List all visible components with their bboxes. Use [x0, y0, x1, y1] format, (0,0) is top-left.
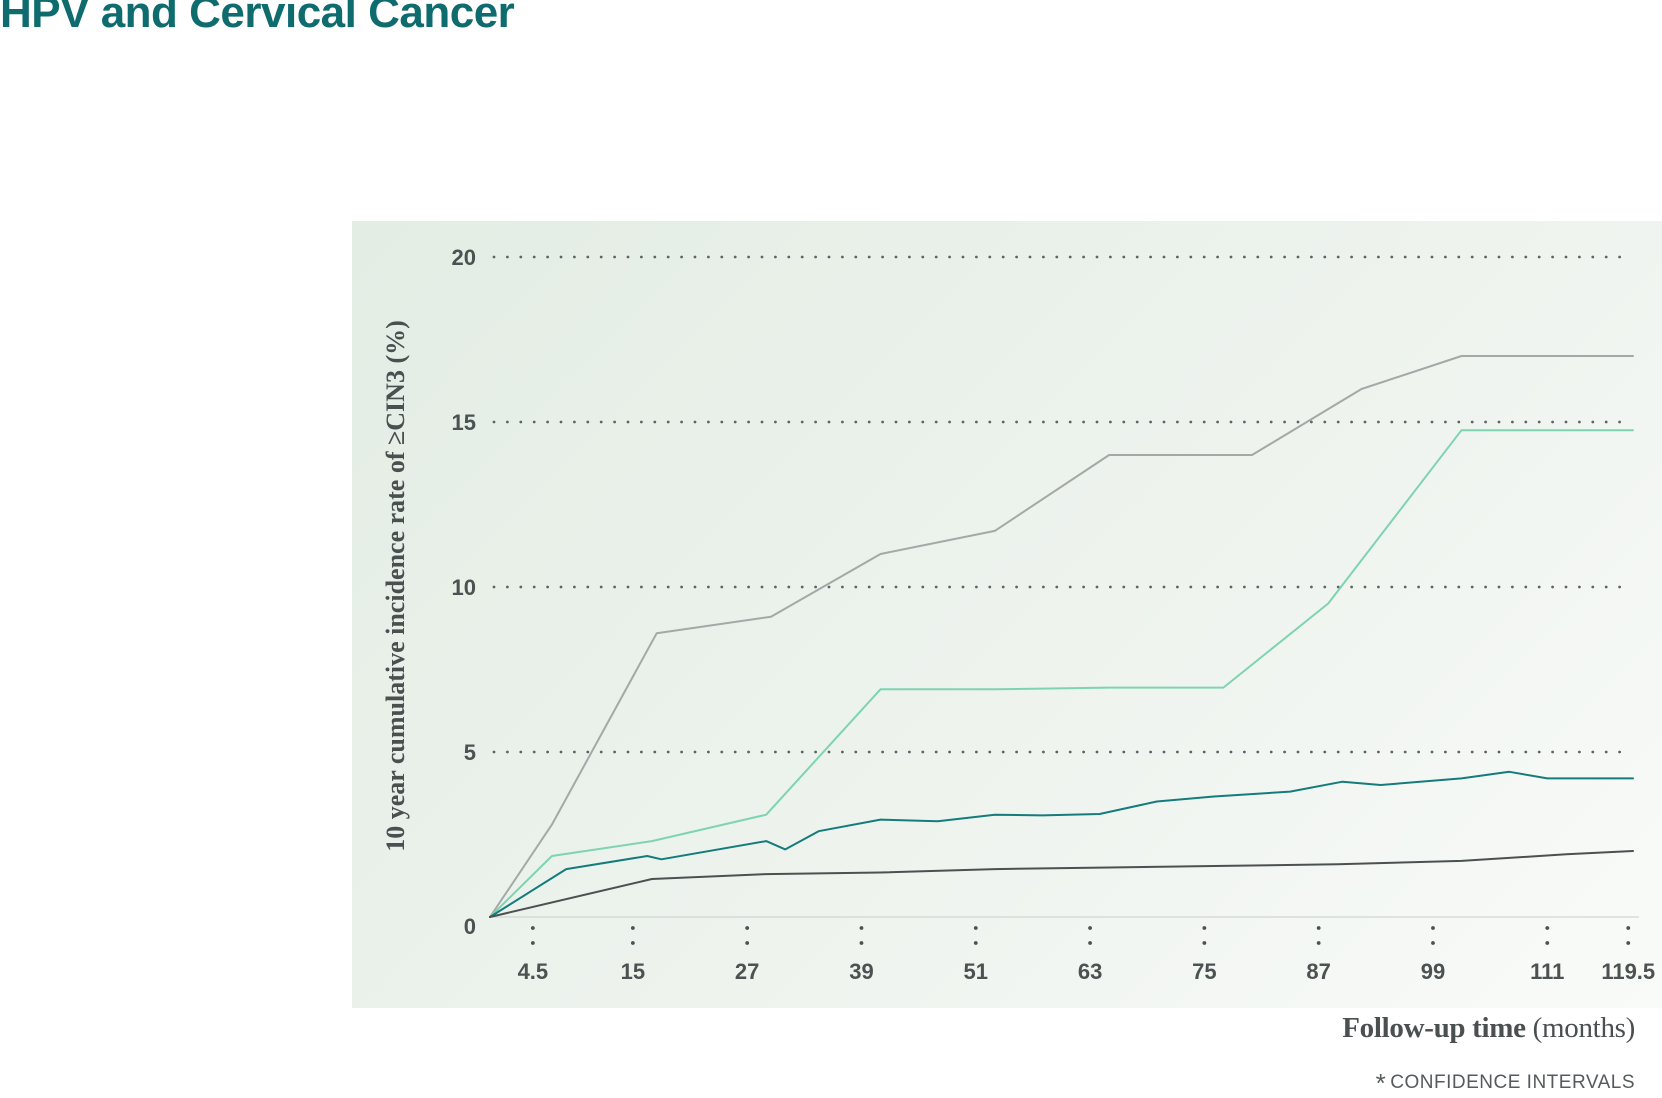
- y-tick-label: 15: [452, 410, 476, 435]
- series-line-2: [489, 429, 1634, 918]
- x-tick-mark: [630, 941, 635, 945]
- x-tick-label: 75: [1192, 959, 1216, 984]
- x-tick-mark: [1626, 926, 1631, 930]
- x-tick-label: 4.5: [518, 959, 549, 984]
- x-tick-mark: [1431, 941, 1435, 945]
- series-lines: [489, 355, 1634, 918]
- y-axis-ticks: 0 5 10 15 20: [452, 245, 476, 939]
- series-line-3: [489, 770, 1634, 918]
- x-tick-label: 27: [735, 959, 759, 984]
- y-axis-title: 10 year cumulative incidence rate of ≥CI…: [381, 320, 410, 852]
- x-tick-mark: [859, 941, 864, 945]
- x-tick-mark: [745, 941, 750, 945]
- x-tick-mark: [1431, 926, 1435, 930]
- y-tick-label: 10: [452, 575, 476, 600]
- x-axis-ticks: 4.5 15 27 39 51 63 75 87 99 111 119.5: [518, 926, 1655, 984]
- x-tick-mark: [630, 926, 635, 930]
- footnote-text: CONFIDENCE INTERVALS: [1390, 1072, 1635, 1093]
- chart-panel: 0 5 10 15 20 4.5 15 27 39 51 63 75 87 99 111 119.5 10 …: [352, 221, 1662, 1008]
- x-tick-mark: [1202, 941, 1207, 945]
- x-tick-label: 15: [621, 959, 645, 984]
- x-tick-label: 111: [1530, 959, 1564, 984]
- x-tick-mark: [1545, 926, 1550, 930]
- x-tick-mark: [530, 926, 535, 930]
- x-tick-mark: [1088, 941, 1092, 945]
- page-title: HPV and Cervical Cancer: [0, 0, 515, 37]
- x-tick-label: 99: [1421, 959, 1445, 984]
- footnote: * CONFIDENCE INTERVALS: [1375, 1064, 1635, 1098]
- x-tick-mark: [1202, 926, 1207, 930]
- x-axis-title: Follow-up time (months): [1342, 1012, 1635, 1045]
- series-line-4: [489, 850, 1634, 918]
- x-tick-label: 51: [964, 959, 988, 984]
- x-tick-mark: [1626, 941, 1631, 945]
- x-tick-mark: [973, 941, 978, 945]
- x-tick-mark: [1088, 926, 1092, 930]
- x-tick-mark: [745, 926, 750, 930]
- grid-lines: [490, 255, 1639, 918]
- x-axis-title-unit: (months): [1532, 1012, 1636, 1044]
- x-tick-label: 39: [849, 959, 873, 984]
- y-tick-label: 0: [464, 914, 476, 939]
- x-tick-label: 63: [1078, 959, 1102, 984]
- y-tick-label: 5: [464, 740, 476, 765]
- footnote-star: *: [1375, 1068, 1387, 1098]
- x-tick-mark: [973, 926, 978, 930]
- series-line-1: [489, 355, 1634, 918]
- x-tick-label: 87: [1306, 959, 1330, 984]
- x-tick-mark: [1316, 941, 1321, 945]
- x-tick-mark: [859, 926, 864, 930]
- line-chart: 0 5 10 15 20 4.5 15 27 39 51 63 75 87 99 111 119.5 10 …: [381, 245, 1655, 984]
- x-tick-mark: [1316, 926, 1321, 930]
- y-tick-label: 20: [452, 245, 476, 270]
- x-tick-label: 119.5: [1601, 959, 1655, 984]
- x-axis-title-main: Follow-up time: [1342, 1012, 1526, 1044]
- x-tick-mark: [1545, 941, 1550, 945]
- x-tick-mark: [530, 941, 535, 945]
